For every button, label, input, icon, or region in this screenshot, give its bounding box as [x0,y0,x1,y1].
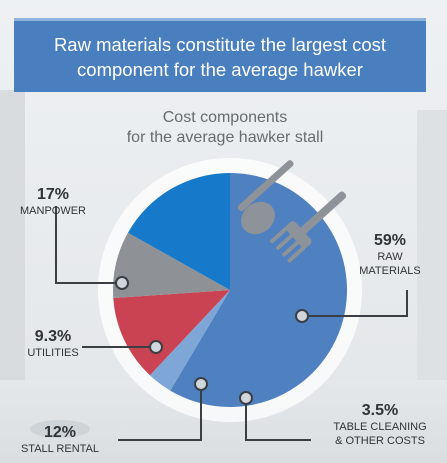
leader-line-table-cleaning [245,398,311,441]
slice-label-manpower: 17% MANPOWER [8,186,98,218]
spoon-handle-icon [237,160,294,212]
dot-manpower [115,276,129,290]
slice-value-table-cleaning: 3.5% [361,402,399,419]
pie-slice-manpower [127,173,230,290]
slice-name-stall-rental: STALL RENTAL [20,443,100,455]
slice-value-manpower: 17% [36,186,70,203]
slice-name-clean-line2: & OTHER COSTS [335,435,425,447]
dot-stall-rental [194,377,208,391]
dot-raw-materials [295,309,309,323]
pie-leader-dots [115,276,309,405]
slice-label-stall-rental: 12% STALL RENTAL [5,424,115,456]
slice-name-clean-line1: TABLE CLEANING [333,421,427,433]
title-banner: Raw materials constitute the largest cos… [14,18,426,92]
pie-slice-utilities [113,232,230,299]
pie-leader-lines [55,206,408,441]
pie-slice-stall-rental [113,290,230,376]
dot-utilities [149,340,163,354]
banner-title-line1: Raw materials constitute the largest cos… [53,33,387,55]
slice-label-raw-materials: 59% RAW MATERIALS [345,232,435,278]
spoon-and-fork-icon [237,160,347,263]
slice-label-table-cleaning: 3.5% TABLE CLEANING & OTHER COSTS [315,402,445,448]
leader-line-raw-materials [302,290,408,317]
background-wall-left [0,90,25,390]
chart-title-line1: Cost components [162,109,288,126]
background-wall-right [417,110,447,430]
pie-slice-table-cleaning-other-costs [149,290,230,391]
chart-title: Cost components for the average hawker s… [60,108,390,148]
slice-value-raw-materials: 59% [373,232,407,249]
slice-label-utilities: 9.3% UTILITIES [8,328,98,360]
dot-table-cleaning [239,391,253,405]
slice-value-stall-rental: 12% [43,424,77,441]
leader-line-manpower [55,206,122,284]
banner-title: Raw materials constitute the largest cos… [40,32,400,82]
pie-slices [113,173,347,407]
slice-name-raw-line1: RAW [377,251,403,263]
slice-name-utilities: UTILITIES [27,347,79,359]
chart-title-line2: for the average hawker stall [126,129,324,146]
leader-line-stall-rental [118,384,202,441]
fork-icon [270,191,347,263]
slice-name-manpower: MANPOWER [20,205,86,217]
slice-name-raw-line2: MATERIALS [359,265,421,277]
background-bowl [30,420,90,438]
spoon-head-icon [241,201,275,235]
slice-value-utilities: 9.3% [34,328,72,345]
banner-title-line2: component for the average hawker [77,58,363,80]
